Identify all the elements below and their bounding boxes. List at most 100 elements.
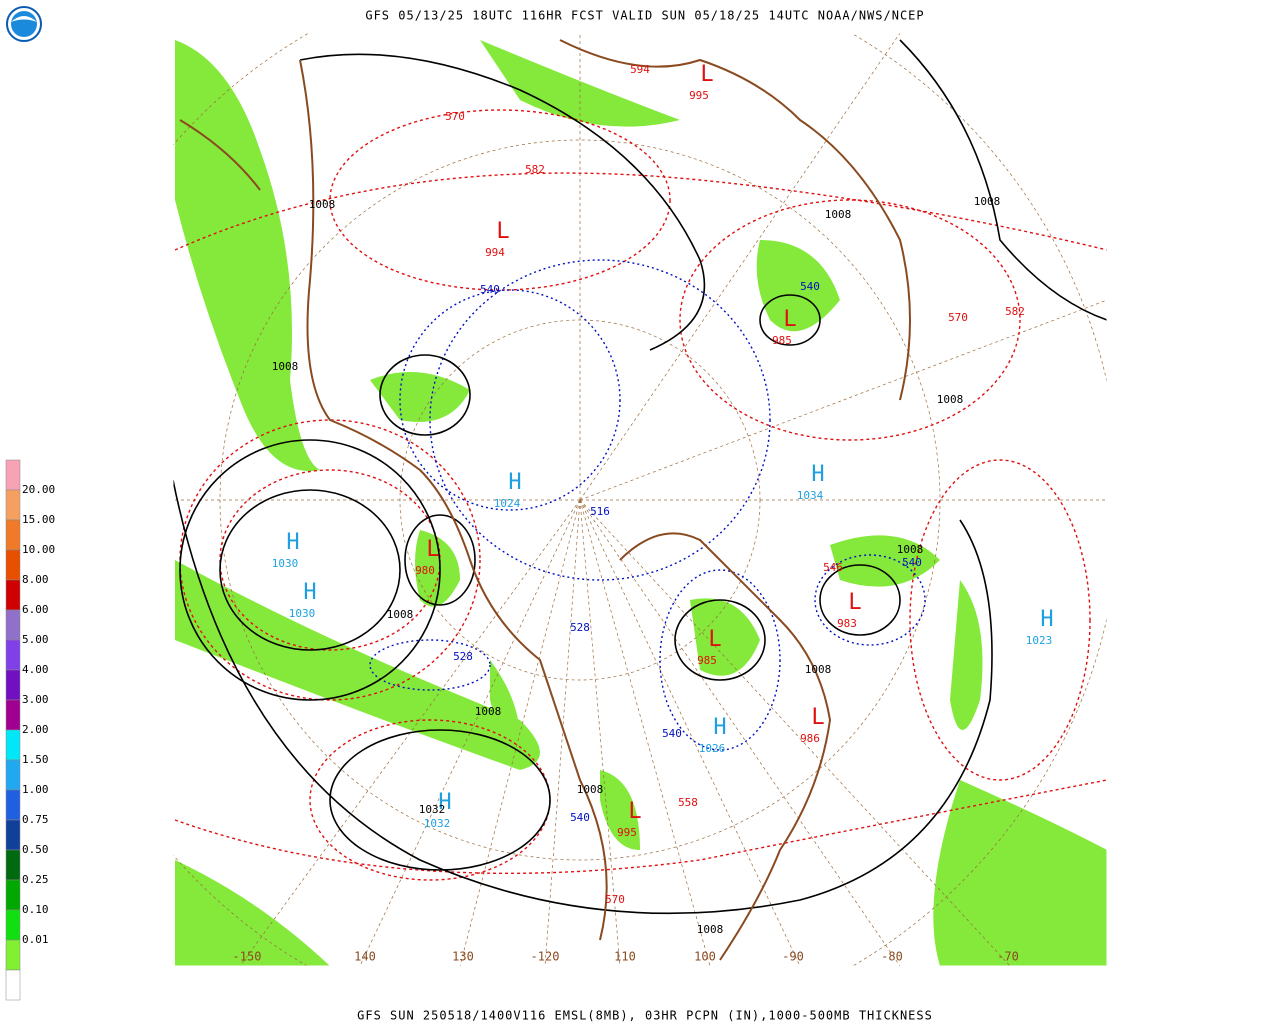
pressure-center-value: 986 xyxy=(800,732,820,745)
noaa-logo xyxy=(6,6,42,42)
legend-swatch xyxy=(5,759,21,791)
legend-swatch xyxy=(5,549,21,581)
legend-label: 8.00 xyxy=(22,573,49,586)
legend-swatch xyxy=(5,699,21,731)
thickness-label: 570 xyxy=(948,311,968,324)
thickness-label: 558 xyxy=(678,796,698,809)
thickness-label: 546 xyxy=(823,561,843,574)
legend-label: 6.00 xyxy=(22,603,49,616)
map-title: GFS 05/13/25 18UTC 116HR FCST VALID SUN … xyxy=(365,9,924,23)
pressure-center-value: 1030 xyxy=(289,607,316,620)
isobar-label: 1008 xyxy=(577,783,604,796)
pressure-center-value: 985 xyxy=(772,334,792,347)
longitude-label: 130 xyxy=(452,950,474,964)
longitude-label: 100 xyxy=(694,950,716,964)
pressure-center-symbol: H xyxy=(303,580,316,605)
thickness-label: 528 xyxy=(453,650,473,663)
legend-label: 15.00 xyxy=(22,513,55,526)
coastlines xyxy=(179,39,911,961)
pressure-center-value: 995 xyxy=(617,826,637,839)
precip-areas xyxy=(175,40,1107,966)
thickness-label: 540 xyxy=(480,283,500,296)
pressure-center-symbol: L xyxy=(783,307,796,332)
isobar-label: 1008 xyxy=(825,208,852,221)
legend-label: 3.00 xyxy=(22,693,49,706)
map-caption: GFS SUN 250518/1400V116 EMSL(8MB), 03HR … xyxy=(357,1009,933,1023)
thickness-cold xyxy=(369,259,926,751)
pressure-center-value: 985 xyxy=(697,654,717,667)
pressure-center-value: 1032 xyxy=(424,817,451,830)
thickness-label: 540 xyxy=(570,811,590,824)
thickness-label: 540 xyxy=(902,556,922,569)
pressure-center-symbol: H xyxy=(1040,607,1053,632)
isobar-label: 1008 xyxy=(697,923,724,936)
thickness-label: 540 xyxy=(662,727,682,740)
thickness-label: 582 xyxy=(525,163,545,176)
thickness-label: 570 xyxy=(605,893,625,906)
legend: 20.00 15.00 10.00 8.00 6.00 5.00 4.00 3.00 2.00 1… xyxy=(5,459,55,1001)
isobar-label: 1008 xyxy=(897,543,924,556)
pressure-center-symbol: H xyxy=(438,790,451,815)
legend-swatch xyxy=(5,669,21,701)
legend-swatch xyxy=(5,459,21,491)
legend-label: 1.00 xyxy=(22,783,49,796)
legend-label: 2.00 xyxy=(22,723,49,736)
legend-swatch xyxy=(5,849,21,881)
pressure-center-value: 1034 xyxy=(797,489,824,502)
legend-label: 1.50 xyxy=(22,753,49,766)
legend-label: 20.00 xyxy=(22,483,55,496)
isobar-label: 1032 xyxy=(419,803,446,816)
pressure-center-value: 980 xyxy=(415,564,435,577)
legend-swatch xyxy=(5,519,21,551)
pressure-center-symbol: L xyxy=(708,627,721,652)
longitude-label: 140 xyxy=(354,950,376,964)
pressure-center-value: 1030 xyxy=(272,557,299,570)
pressure-center-value: 995 xyxy=(689,89,709,102)
legend-label: 10.00 xyxy=(22,543,55,556)
pressure-center-symbol: L xyxy=(426,537,439,562)
longitude-label: -80 xyxy=(881,950,903,964)
map-labels: H1030H1030H1032H1026H1023H1034H1024L980L… xyxy=(233,62,1054,964)
legend-label: 0.01 xyxy=(22,933,49,946)
pressure-center-value: 994 xyxy=(485,246,505,259)
legend-swatch xyxy=(5,639,21,671)
isobar-label: 1008 xyxy=(937,393,964,406)
legend-label: 4.00 xyxy=(22,663,49,676)
legend-swatch xyxy=(5,909,21,941)
pressure-center-symbol: L xyxy=(811,705,824,730)
thickness-label: 582 xyxy=(1005,305,1025,318)
pressure-center-value: 983 xyxy=(837,617,857,630)
thickness-label: 540 xyxy=(800,280,820,293)
pressure-center-symbol: L xyxy=(496,219,509,244)
longitude-label: -150 xyxy=(233,950,262,964)
pressure-center-symbol: L xyxy=(700,62,713,87)
pressure-center-value: 1026 xyxy=(699,742,726,755)
legend-label: 0.75 xyxy=(22,813,49,826)
isobar-label: 1008 xyxy=(805,663,832,676)
legend-label: 0.50 xyxy=(22,843,49,856)
thickness-label: 594 xyxy=(630,63,650,76)
pressure-center-symbol: H xyxy=(286,530,299,555)
thickness-label: 516 xyxy=(590,505,610,518)
pressure-center-symbol: L xyxy=(628,799,641,824)
isobar-label: 1008 xyxy=(272,360,299,373)
graticule xyxy=(173,33,1107,966)
legend-swatch xyxy=(5,789,21,821)
pressure-center-symbol: L xyxy=(848,590,861,615)
legend-label: 0.25 xyxy=(22,873,49,886)
legend-swatch xyxy=(5,969,21,1001)
legend-swatch xyxy=(5,879,21,911)
legend-label: 5.00 xyxy=(22,633,49,646)
legend-swatch xyxy=(5,489,21,521)
pressure-center-symbol: H xyxy=(508,470,521,495)
pressure-center-symbol: H xyxy=(811,462,824,487)
isobar-label: 1008 xyxy=(309,198,336,211)
longitude-label: -90 xyxy=(782,950,804,964)
legend-swatch xyxy=(5,579,21,611)
isobars xyxy=(173,39,1107,915)
isobar-label: 1008 xyxy=(974,195,1001,208)
pressure-center-symbol: H xyxy=(713,715,726,740)
pressure-center-value: 1023 xyxy=(1026,634,1053,647)
